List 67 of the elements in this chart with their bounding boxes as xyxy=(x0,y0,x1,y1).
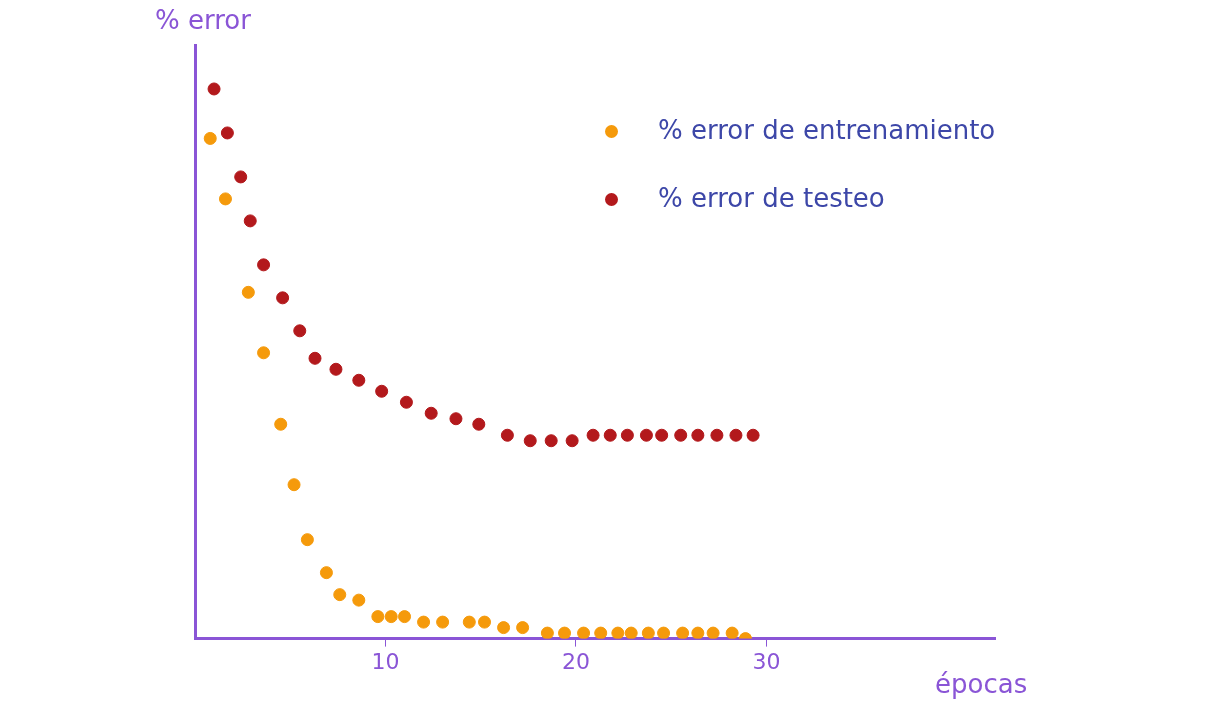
point xyxy=(611,626,625,639)
point xyxy=(544,434,558,448)
x-tick-label: 10 xyxy=(371,648,400,674)
point xyxy=(375,384,389,398)
point xyxy=(234,170,248,184)
point xyxy=(243,214,257,228)
point xyxy=(523,434,537,448)
point xyxy=(319,566,333,580)
point xyxy=(371,610,385,624)
point xyxy=(655,428,669,442)
point xyxy=(746,428,760,442)
point xyxy=(398,610,412,624)
point xyxy=(620,428,634,442)
point xyxy=(257,258,271,272)
point xyxy=(300,533,314,547)
point xyxy=(399,395,413,409)
point xyxy=(497,621,511,635)
point xyxy=(203,131,217,145)
point xyxy=(449,412,463,426)
point xyxy=(516,621,530,635)
point xyxy=(710,428,724,442)
point xyxy=(417,615,431,629)
point xyxy=(603,428,617,442)
point xyxy=(352,373,366,387)
point xyxy=(725,626,739,639)
point xyxy=(287,478,301,492)
point xyxy=(586,428,600,442)
point xyxy=(565,434,579,448)
x-tick-label: 30 xyxy=(752,648,781,674)
point xyxy=(333,588,347,602)
point xyxy=(478,615,492,629)
point xyxy=(540,626,554,639)
point xyxy=(424,406,438,420)
x-tick-label: 20 xyxy=(561,648,590,674)
point xyxy=(384,610,398,624)
point xyxy=(293,324,307,338)
point xyxy=(308,351,322,365)
point xyxy=(220,126,234,140)
legend-label: % error de testeo xyxy=(658,183,885,213)
point xyxy=(241,285,255,299)
point xyxy=(207,82,221,96)
point xyxy=(558,626,572,639)
point xyxy=(691,626,705,639)
point xyxy=(472,417,486,431)
point xyxy=(674,428,688,442)
legend-label: % error de entrenamiento xyxy=(658,115,996,145)
y-axis-title: % error xyxy=(155,5,251,35)
point xyxy=(639,428,653,442)
point xyxy=(641,626,655,639)
point xyxy=(706,626,720,639)
point xyxy=(436,615,450,629)
point xyxy=(276,291,290,305)
point xyxy=(657,626,671,639)
point xyxy=(577,626,591,639)
point xyxy=(676,626,690,639)
x-axis-title: épocas xyxy=(935,668,1028,699)
point xyxy=(500,428,514,442)
point xyxy=(274,417,288,431)
point xyxy=(257,346,271,360)
point xyxy=(624,626,638,639)
point xyxy=(329,362,343,376)
point xyxy=(594,626,608,639)
point xyxy=(691,428,705,442)
point xyxy=(462,615,476,629)
point xyxy=(218,192,232,206)
point xyxy=(352,593,366,607)
point xyxy=(729,428,743,442)
